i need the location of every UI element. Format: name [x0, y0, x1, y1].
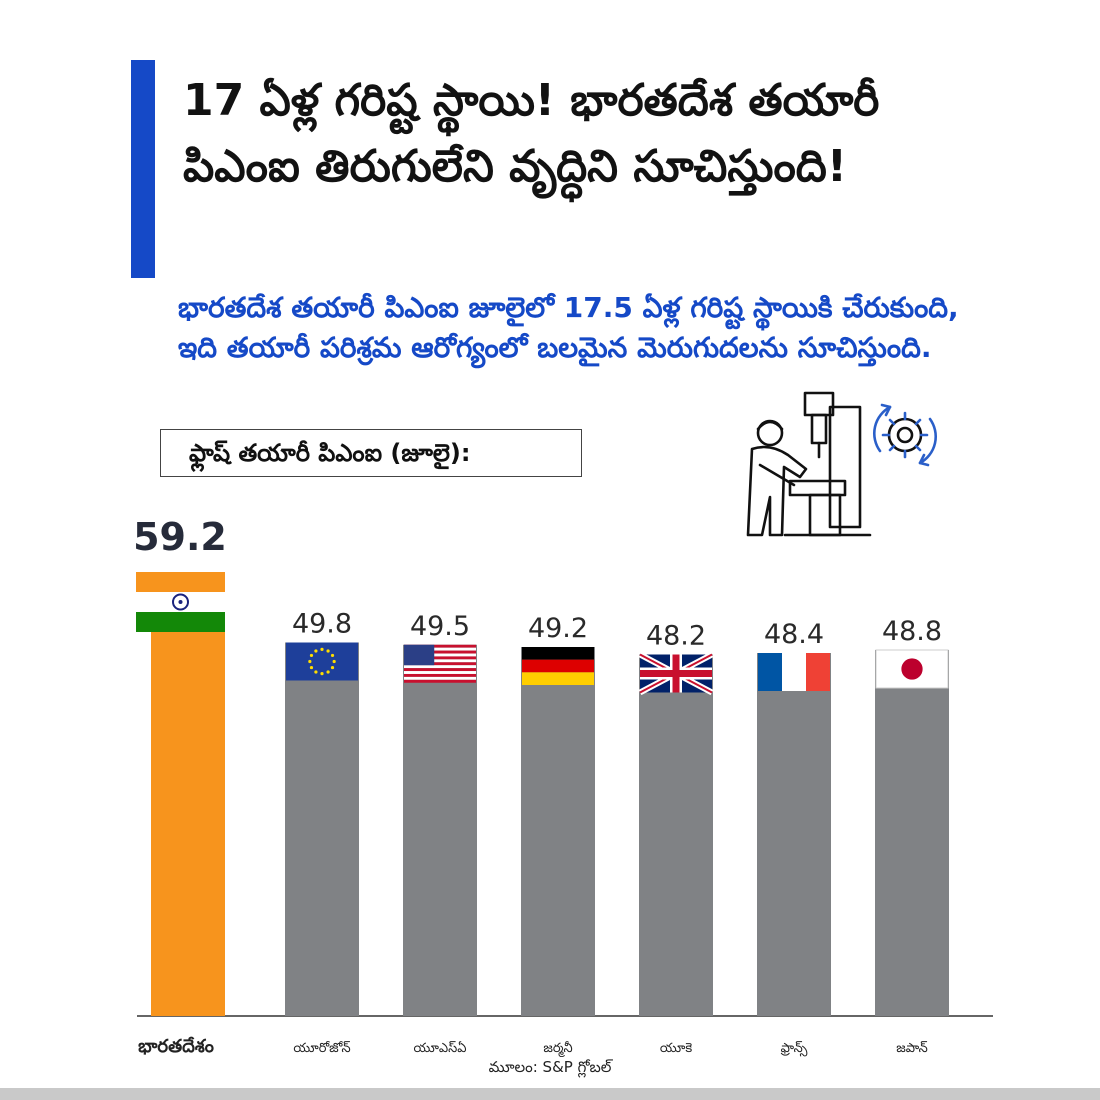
flag-germany-icon [522, 647, 594, 685]
source-note: మూలం: S&P గ్లోబల్ [488, 1058, 612, 1076]
title-accent-bar [131, 60, 155, 278]
bar-eu [285, 642, 359, 1016]
page-title: 17 ఏళ్ల గరిష్ట స్థాయి! భారతదేశ తయారీ పిఎ… [183, 75, 880, 192]
flag-usa-icon [404, 644, 476, 683]
factory-worker-icon [746, 391, 937, 537]
bar-japan [875, 650, 949, 1016]
category-label: యూఎస్ఏ [413, 1041, 466, 1056]
category-label: జపాన్ [896, 1041, 928, 1056]
flag-france-icon [758, 653, 830, 691]
bar-germany [521, 647, 595, 1016]
bar-india [151, 572, 225, 1016]
value-label: 48.2 [646, 621, 706, 652]
value-label: 59.2 [133, 515, 227, 559]
flag-uk-icon [638, 651, 714, 696]
category-label: ఫ్రాన్స్ [780, 1041, 808, 1057]
value-label: 48.8 [882, 616, 942, 647]
flag-japan-icon [875, 649, 949, 689]
category-label: జర్మనీ [543, 1041, 572, 1058]
value-label: 49.2 [528, 613, 588, 644]
category-label: యూరోజోన్ [293, 1040, 350, 1056]
bottom-strip [0, 1088, 1100, 1100]
bar-usa [403, 644, 477, 1016]
value-label: 49.5 [410, 611, 470, 642]
category-label: యూకె [660, 1041, 692, 1056]
flag-india-icon [136, 572, 225, 632]
bar-france [757, 653, 831, 1016]
value-label: 49.8 [292, 609, 352, 640]
flag-eu-icon [286, 642, 358, 681]
value-label: 48.4 [764, 619, 824, 650]
chart-title: ఫ్లాష్ తయారీ పిఎంఐ (జూలై): [160, 429, 582, 477]
page-subtitle: భారతదేశ తయారీ పిఎంఐ జూలైలో 17.5 ఏళ్ల గరి… [178, 291, 959, 364]
category-label: భారతదేశం [138, 1036, 214, 1057]
bar-uk [639, 654, 713, 1016]
